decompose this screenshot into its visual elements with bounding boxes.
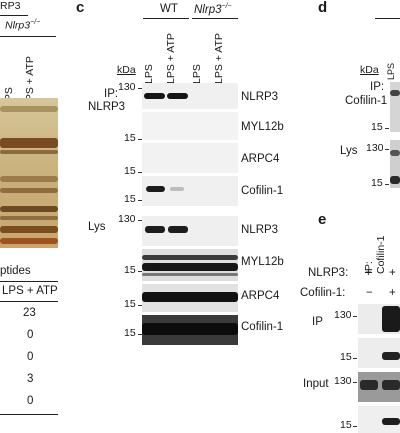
marker-tick bbox=[138, 220, 142, 221]
table-value: 23 bbox=[23, 307, 36, 319]
ip-myl12b-blot bbox=[142, 112, 238, 140]
marker-tick bbox=[138, 305, 142, 306]
protein-label: ARPC4 bbox=[241, 290, 280, 302]
table-value: 0 bbox=[27, 329, 34, 341]
protein-label: MYL12b bbox=[241, 256, 284, 268]
marker: 15 bbox=[124, 298, 136, 310]
protein-label: MYL12b bbox=[241, 121, 284, 133]
marker-tick bbox=[138, 334, 142, 335]
panel-e-ip-label: IP bbox=[312, 316, 323, 328]
panel-d-letter: d bbox=[318, 0, 328, 16]
marker: 15 bbox=[124, 165, 136, 177]
panel-d-ip-target: Cofilin-1 bbox=[345, 95, 388, 107]
protein-label: NLRP3 bbox=[241, 91, 279, 103]
table-header: ptides bbox=[0, 265, 31, 277]
panel-d-lys: Lys bbox=[340, 145, 358, 157]
cofilin-sign: − bbox=[366, 287, 373, 299]
panel-e-marker: 130 bbox=[334, 375, 352, 387]
panel-e-marker: 15 bbox=[340, 419, 352, 431]
protein-label: NLRP3 bbox=[241, 224, 279, 236]
panel-d-bracket bbox=[375, 18, 400, 19]
wt-label: WT bbox=[160, 3, 178, 15]
marker: 15 bbox=[124, 132, 136, 144]
panel-c-letter: c bbox=[76, 0, 85, 16]
lys-label: Lys bbox=[88, 221, 106, 233]
ko-label: Nlrp3−/− bbox=[194, 3, 232, 16]
lys-nlrp3-blot bbox=[142, 216, 238, 246]
marker: 130 bbox=[118, 213, 136, 225]
marker-tick bbox=[353, 426, 357, 427]
table-value: 3 bbox=[27, 373, 34, 385]
panel-b-divider-2 bbox=[0, 36, 56, 37]
cofilin-row-label: Cofilin-1: bbox=[300, 287, 346, 299]
marker: 15 bbox=[124, 327, 136, 339]
marker-tick bbox=[385, 184, 389, 185]
ip-label: IP: bbox=[104, 88, 119, 100]
panel-e-input-blot-2 bbox=[358, 406, 400, 433]
table-rule-2 bbox=[0, 301, 58, 302]
lane-1: LPS bbox=[143, 64, 155, 84]
panel-e-input-blot-1 bbox=[358, 372, 400, 402]
protein-label: Cofilin-1 bbox=[241, 185, 284, 197]
table-value: 0 bbox=[27, 395, 34, 407]
panel-b-genotype: Nlrp3−/− bbox=[5, 19, 41, 32]
ko-bracket bbox=[192, 18, 238, 19]
marker-tick bbox=[385, 128, 389, 129]
marker-tick bbox=[138, 200, 142, 201]
cofilin-sign: + bbox=[389, 287, 396, 299]
panel-e-ip-blot-1 bbox=[358, 304, 400, 334]
lane-2: LPS + ATP bbox=[165, 33, 177, 84]
table-rule bbox=[0, 281, 58, 282]
panel-e-ip-blot-2 bbox=[358, 338, 400, 368]
marker-tick bbox=[138, 172, 142, 173]
panel-d-lys-blot bbox=[390, 140, 400, 188]
marker-tick bbox=[138, 88, 142, 89]
panel-b-divider bbox=[0, 15, 28, 16]
marker-tick bbox=[138, 139, 142, 140]
table-value: 0 bbox=[27, 351, 34, 363]
marker: 15 bbox=[124, 193, 136, 205]
nlrp3-row-label: NLRP3: bbox=[308, 267, 349, 279]
ip-cofilin-blot bbox=[142, 176, 238, 206]
panel-b-header-top: RP3 bbox=[0, 0, 21, 12]
panel-e-col-target: Cofilin-1 bbox=[375, 235, 387, 274]
marker-tick bbox=[138, 271, 142, 272]
panel-d-lane: LPS bbox=[386, 62, 396, 80]
nlrp3-sign: + bbox=[365, 267, 372, 279]
lane-4: LPS + ATP bbox=[213, 33, 225, 84]
marker-tick bbox=[353, 316, 357, 317]
ip-nlrp3-blot bbox=[142, 83, 238, 109]
ip-arpc4-blot bbox=[142, 143, 238, 173]
lys-myl12b-blot bbox=[142, 249, 238, 281]
marker-tick bbox=[353, 382, 357, 383]
panel-e-marker: 130 bbox=[334, 309, 352, 321]
silver-stain-gel bbox=[0, 98, 58, 248]
lys-arpc4-blot bbox=[142, 284, 238, 312]
panel-d-marker: 15 bbox=[371, 177, 383, 189]
panel-e-input-label: Input bbox=[303, 378, 329, 390]
marker-tick bbox=[385, 149, 389, 150]
marker: 130 bbox=[118, 81, 136, 93]
table-rule-bottom bbox=[0, 414, 58, 415]
nlrp3-sign: + bbox=[389, 267, 396, 279]
panel-e-marker: 15 bbox=[340, 351, 352, 363]
lane-3: LPS bbox=[191, 64, 203, 84]
panel-d-ip-blot bbox=[390, 82, 400, 132]
table-subheader: LPS + ATP bbox=[2, 285, 58, 297]
marker: 15 bbox=[124, 264, 136, 276]
lys-cofilin-blot bbox=[142, 315, 238, 345]
panel-d-marker: 15 bbox=[371, 121, 383, 133]
panel-d-ip: IP: bbox=[370, 81, 385, 93]
wt-bracket bbox=[143, 18, 189, 19]
protein-label: ARPC4 bbox=[241, 153, 280, 165]
kda-label: kDa bbox=[117, 64, 136, 76]
protein-label: Cofilin-1 bbox=[241, 321, 284, 333]
marker-tick bbox=[353, 358, 357, 359]
panel-d-kda: kDa bbox=[360, 64, 379, 76]
ip-target: NLRP3 bbox=[88, 101, 126, 113]
panel-d-marker: 130 bbox=[366, 142, 384, 154]
panel-e-letter: e bbox=[318, 211, 327, 228]
